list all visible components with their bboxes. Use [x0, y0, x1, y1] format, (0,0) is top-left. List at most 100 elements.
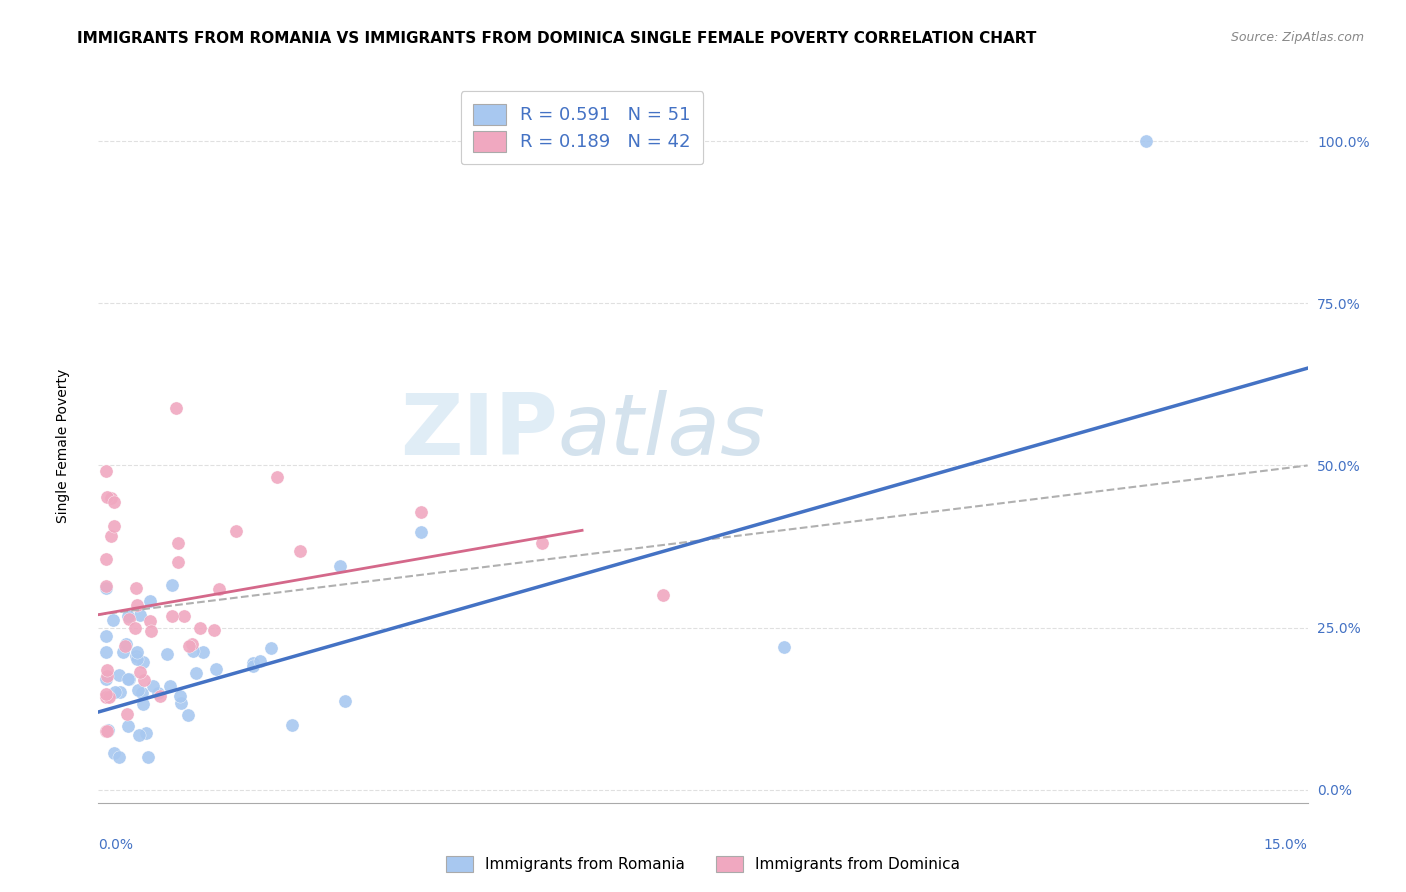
- Point: [96, 629, 118, 643]
- Point: [96, 663, 118, 677]
- Point: [96, 552, 118, 566]
- Point: [100, 529, 122, 543]
- Point: [132, 673, 155, 688]
- Point: [329, 558, 352, 573]
- Point: [110, 685, 132, 699]
- Point: [125, 598, 148, 612]
- Point: [124, 621, 146, 635]
- Point: [208, 582, 231, 596]
- Text: atlas: atlas: [558, 390, 766, 474]
- Point: [96, 690, 118, 704]
- Point: [173, 609, 195, 624]
- Point: [139, 614, 162, 628]
- Point: [103, 495, 125, 509]
- Point: [333, 694, 356, 708]
- Point: [160, 609, 183, 624]
- Point: [1135, 134, 1157, 148]
- Point: [135, 726, 157, 740]
- Point: [117, 672, 139, 686]
- Point: [181, 637, 204, 651]
- Point: [177, 708, 200, 723]
- Legend: Immigrants from Romania, Immigrants from Dominica: Immigrants from Romania, Immigrants from…: [437, 848, 969, 880]
- Point: [129, 608, 152, 623]
- Point: [530, 536, 553, 550]
- Point: [409, 505, 432, 519]
- Point: [651, 588, 673, 602]
- Point: [225, 524, 247, 538]
- Point: [188, 621, 211, 635]
- Point: [204, 623, 226, 637]
- Point: [204, 662, 226, 676]
- Point: [260, 641, 283, 656]
- Point: [146, 685, 169, 699]
- Point: [132, 656, 155, 670]
- Point: [117, 611, 139, 625]
- Point: [193, 645, 215, 659]
- Point: [181, 644, 204, 658]
- Point: [266, 470, 288, 484]
- Point: [115, 637, 138, 651]
- Point: [242, 656, 264, 670]
- Point: [128, 665, 150, 679]
- Text: Single Female Poverty: Single Female Poverty: [56, 369, 70, 523]
- Text: 0.0%: 0.0%: [98, 838, 134, 853]
- Point: [141, 624, 163, 638]
- Point: [242, 659, 264, 673]
- Point: [97, 723, 120, 738]
- Point: [249, 654, 271, 668]
- Point: [96, 672, 118, 686]
- Point: [96, 490, 118, 504]
- Point: [103, 519, 125, 533]
- Point: [160, 578, 183, 592]
- Point: [117, 609, 139, 624]
- Point: [127, 683, 149, 698]
- Point: [96, 645, 118, 659]
- Point: [167, 536, 190, 550]
- Point: [114, 640, 136, 654]
- Point: [288, 544, 311, 558]
- Point: [98, 690, 121, 705]
- Legend: R = 0.591   N = 51, R = 0.189   N = 42: R = 0.591 N = 51, R = 0.189 N = 42: [461, 91, 703, 164]
- Text: IMMIGRANTS FROM ROMANIA VS IMMIGRANTS FROM DOMINICA SINGLE FEMALE POVERTY CORREL: IMMIGRANTS FROM ROMANIA VS IMMIGRANTS FR…: [77, 31, 1036, 46]
- Point: [118, 672, 141, 686]
- Point: [104, 685, 127, 699]
- Point: [115, 706, 138, 721]
- Point: [103, 613, 125, 627]
- Point: [96, 579, 118, 593]
- Point: [167, 555, 190, 569]
- Point: [128, 728, 150, 742]
- Point: [107, 667, 129, 681]
- Point: [409, 525, 432, 540]
- Point: [772, 640, 794, 654]
- Point: [96, 581, 118, 595]
- Point: [96, 464, 118, 478]
- Point: [169, 690, 191, 704]
- Point: [117, 719, 139, 733]
- Point: [184, 666, 207, 681]
- Point: [111, 645, 134, 659]
- Text: ZIP: ZIP: [401, 390, 558, 474]
- Point: [156, 647, 179, 661]
- Point: [142, 679, 165, 693]
- Point: [132, 697, 155, 711]
- Point: [149, 689, 172, 703]
- Point: [96, 687, 118, 701]
- Point: [136, 750, 159, 764]
- Point: [131, 686, 153, 700]
- Point: [124, 649, 146, 664]
- Point: [125, 581, 148, 595]
- Point: [127, 645, 149, 659]
- Point: [100, 491, 122, 505]
- Text: 15.0%: 15.0%: [1264, 838, 1308, 853]
- Point: [138, 594, 160, 608]
- Point: [127, 652, 149, 666]
- Point: [96, 723, 118, 738]
- Point: [281, 717, 304, 731]
- Point: [165, 401, 187, 416]
- Text: Source: ZipAtlas.com: Source: ZipAtlas.com: [1230, 31, 1364, 45]
- Point: [177, 639, 200, 653]
- Point: [108, 750, 131, 764]
- Point: [170, 697, 193, 711]
- Point: [159, 679, 181, 693]
- Point: [96, 669, 118, 683]
